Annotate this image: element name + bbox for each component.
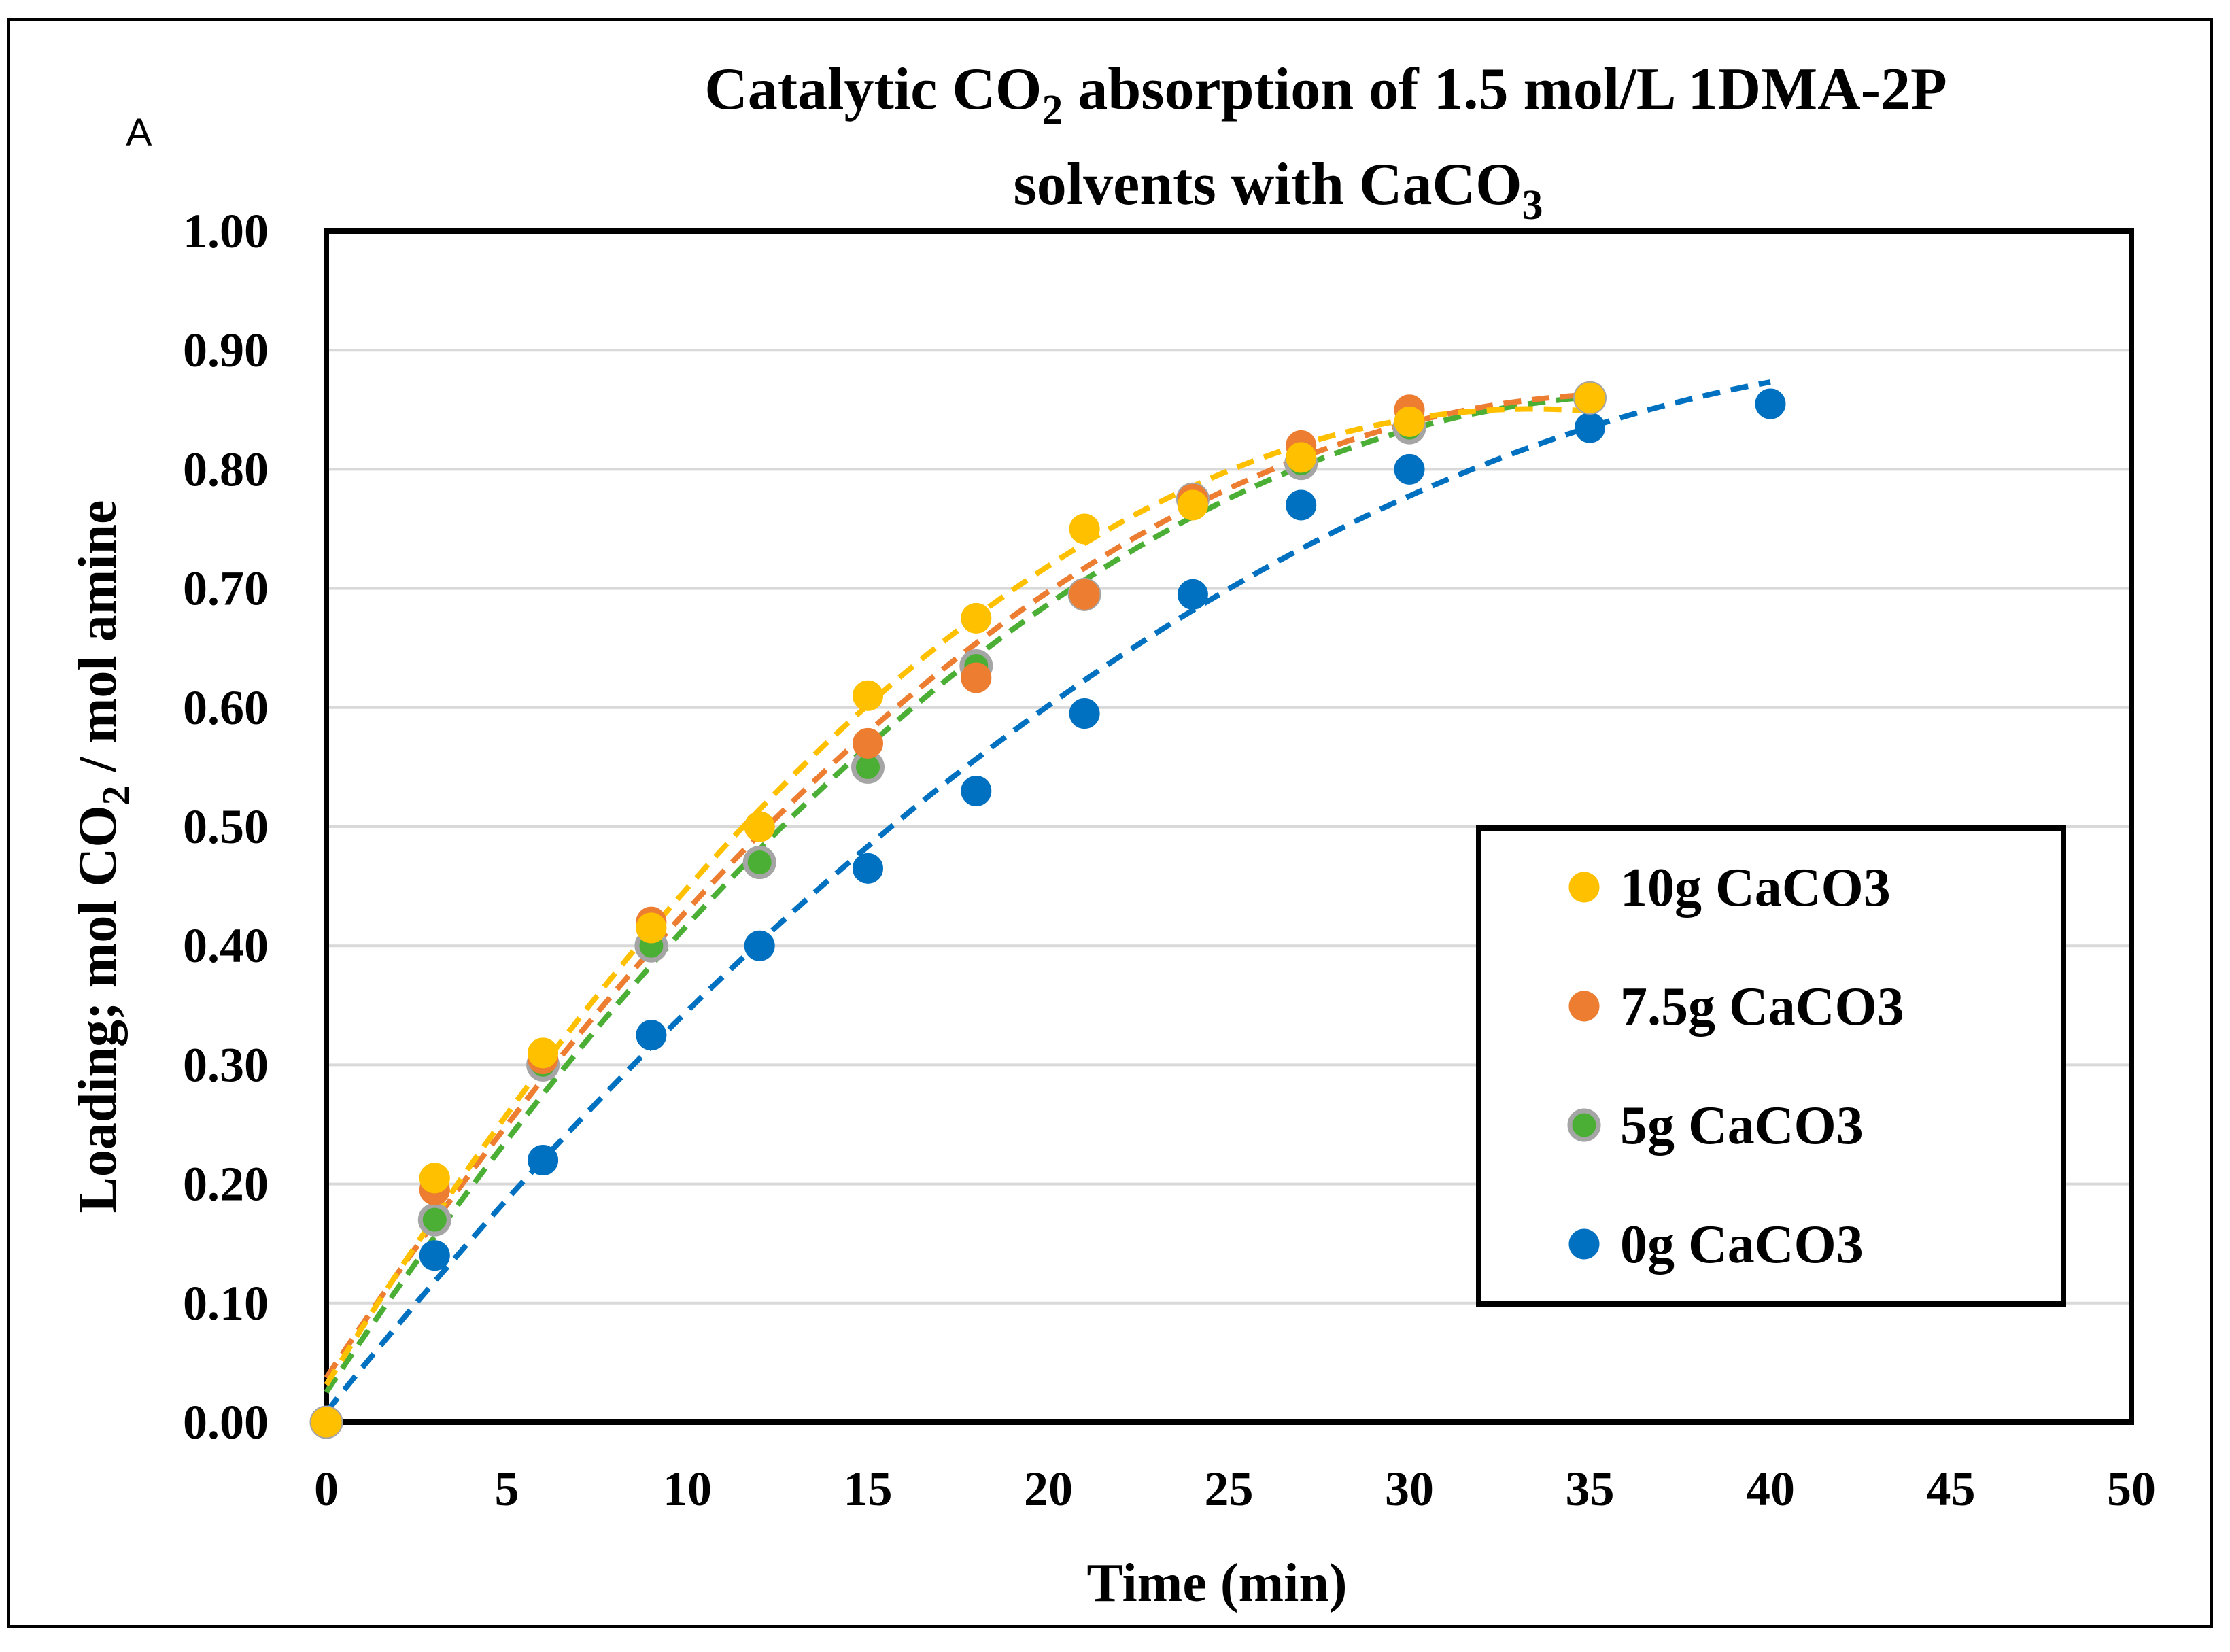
- x-tick-label: 10: [663, 1462, 712, 1516]
- legend-marker: [1567, 1108, 1601, 1142]
- y-tick-label: 0.40: [183, 918, 269, 973]
- x-axis-label: Time (min): [1087, 1553, 1348, 1613]
- data-point: [1069, 579, 1100, 610]
- y-tick-labels: 0.00 0.10 0.20 0.30 0.40 0.50 0.60 0.70 0.80 0.90…: [183, 204, 269, 1449]
- data-point: [961, 602, 992, 634]
- trendline: [324, 379, 1771, 1414]
- data-point: [744, 811, 775, 842]
- x-tick-label: 25: [1205, 1462, 1254, 1516]
- data-point: [1575, 412, 1605, 443]
- data-point: [1069, 513, 1100, 545]
- x-tick-label: 0: [314, 1462, 339, 1516]
- y-tick-label: 0.20: [183, 1157, 269, 1211]
- title-line-1: Catalytic CO2 absorption of 1.5 mol/L 1D…: [704, 56, 1947, 133]
- x-tick-label: 30: [1385, 1462, 1434, 1516]
- x-tick-label: 35: [1566, 1462, 1615, 1516]
- data-point: [742, 846, 776, 880]
- plot-area-border: [324, 228, 2134, 1425]
- trendline: [324, 406, 1590, 1387]
- legend-label: 5g CaCO3: [1620, 1096, 1864, 1156]
- data-point: [853, 853, 883, 884]
- data-point: [419, 1163, 450, 1194]
- legend: 10g CaCO3 7.5g CaCO3 5g CaCO3 0g CaCO3: [1476, 825, 2066, 1307]
- data-point: [1286, 442, 1317, 473]
- y-tick-label: 0.50: [183, 799, 269, 854]
- figure-frame: [7, 18, 2213, 1628]
- data-point: [1286, 489, 1317, 521]
- chart-title: Catalytic CO2 absorption of 1.5 mol/L 1D…: [704, 56, 1947, 228]
- panel-letter: A: [126, 111, 152, 155]
- trendline: [324, 392, 1590, 1379]
- y-tick-label: 0.80: [183, 442, 269, 496]
- legend-label: 10g CaCO3: [1620, 858, 1891, 918]
- x-tick-label: 50: [2107, 1462, 2156, 1516]
- data-point: [1177, 489, 1208, 521]
- data-point: [636, 912, 667, 944]
- legend-label: 7.5g CaCO3: [1620, 977, 1904, 1037]
- legend-items: 10g CaCO3 7.5g CaCO3 5g CaCO3 0g CaCO3: [1567, 858, 1904, 1275]
- data-point: [853, 727, 883, 759]
- y-tick-label: 0.10: [183, 1276, 269, 1330]
- legend-label: 0g CaCO3: [1620, 1215, 1864, 1275]
- data-point: [1177, 579, 1208, 610]
- x-tick-label: 40: [1746, 1462, 1795, 1516]
- x-tick-labels: 0 5 10 15 20 25 30 35 40 45 50: [314, 1462, 2156, 1516]
- y-tick-label: 1.00: [183, 204, 269, 258]
- x-tick-label: 15: [844, 1462, 893, 1516]
- data-point: [417, 1203, 451, 1237]
- data-point: [528, 1037, 559, 1069]
- y-axis-label: Loading; mol CO2 / mol amine: [68, 500, 138, 1213]
- data-point: [419, 1240, 450, 1271]
- data-point: [1575, 382, 1605, 413]
- legend-box: [1476, 825, 2066, 1307]
- data-point: [1069, 698, 1100, 729]
- y-tick-label: 0.70: [183, 562, 269, 616]
- data-point: [1394, 406, 1425, 437]
- data-point: [311, 1407, 342, 1438]
- title-line-2: solvents with CaCO3: [1013, 152, 1543, 228]
- data-point: [636, 1020, 667, 1051]
- data-point: [961, 662, 992, 693]
- y-tick-label: 0.30: [183, 1037, 269, 1092]
- y-tick-label: 0.90: [183, 323, 269, 377]
- y-tick-label: 0.60: [183, 681, 269, 735]
- x-tick-label: 20: [1024, 1462, 1073, 1516]
- x-tick-label: 5: [495, 1462, 519, 1516]
- legend-marker: [1568, 991, 1600, 1022]
- x-tick-label: 45: [1927, 1462, 1976, 1516]
- legend-marker: [1568, 1228, 1600, 1260]
- data-points: [309, 381, 1786, 1439]
- data-point: [961, 775, 992, 806]
- data-point: [853, 680, 883, 711]
- data-point: [1394, 453, 1425, 485]
- y-tick-label: 0.00: [183, 1395, 269, 1449]
- data-point: [1755, 388, 1786, 419]
- trendline: [324, 394, 1590, 1394]
- legend-marker: [1568, 872, 1600, 903]
- data-point: [528, 1145, 559, 1176]
- data-point: [744, 930, 775, 961]
